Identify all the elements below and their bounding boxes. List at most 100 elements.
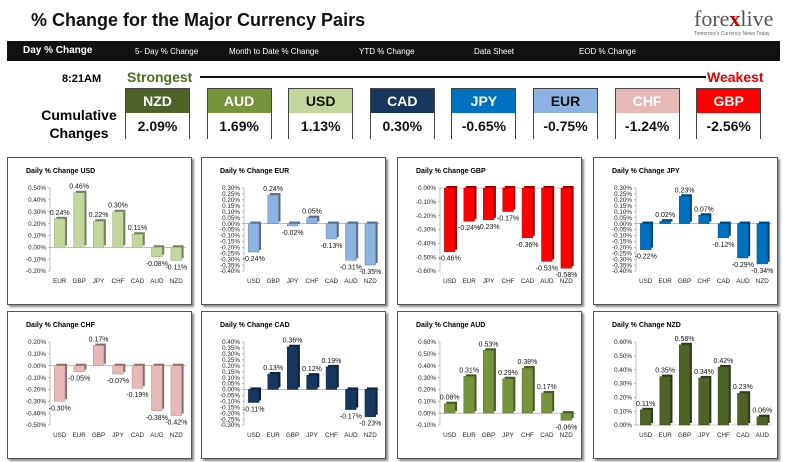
data-label: -0.42% xyxy=(165,420,187,427)
currency-box-jpy: JPY -0.65% xyxy=(451,88,517,139)
y-tick-label: 0.00% xyxy=(418,185,436,192)
y-tick-label: -0.10% xyxy=(416,422,436,429)
bar xyxy=(92,345,105,366)
bar xyxy=(659,376,671,426)
currency-value: 0.30% xyxy=(370,113,434,139)
data-label: 0.29% xyxy=(498,370,518,377)
x-tick-label: USD xyxy=(639,278,653,285)
x-tick-label: GBP xyxy=(72,278,85,285)
page-title: % Change for the Major Currency Pairs xyxy=(31,10,366,30)
strongest-label: Strongest xyxy=(127,69,193,85)
bar xyxy=(112,211,124,248)
x-tick-label: NZD xyxy=(170,278,183,285)
x-tick-label: USD xyxy=(443,278,457,285)
bar xyxy=(345,223,357,261)
logo-text-x: x xyxy=(729,6,741,31)
bar-chart: -0.40%-0.35%-0.30%-0.25%-0.20%-0.15%-0.1… xyxy=(612,185,773,285)
currency-value: -2.56% xyxy=(697,113,761,139)
y-tick-label: 0.00% xyxy=(418,410,436,417)
tab-eod-change[interactable]: EOD % Change xyxy=(579,47,636,56)
nav-bar: Day % Change 5- Day % Change Month to Da… xyxy=(7,41,780,61)
x-tick-label: AUD xyxy=(150,432,164,439)
data-label: 0.05% xyxy=(302,209,322,216)
x-tick-label: GBP xyxy=(678,432,691,439)
currency-box-gbp: GBP -2.56% xyxy=(696,88,762,139)
y-tick-label: 0.20% xyxy=(222,197,240,204)
y-tick-label: -0.30% xyxy=(220,256,240,263)
y-tick-label: -0.35% xyxy=(220,262,240,269)
x-tick-label: CAD xyxy=(717,278,731,285)
data-label: 0.13% xyxy=(263,365,283,372)
x-tick-label: JPY xyxy=(483,278,495,285)
data-label: -0.02% xyxy=(281,230,303,237)
y-tick-label: 0.60% xyxy=(418,339,436,346)
bar xyxy=(463,376,475,414)
bar-chart: 0.00% 0.10% 0.20% 0.30% 0.40% 0.50% 0.60% 0.11%… xyxy=(614,336,772,439)
tab-day-change[interactable]: Day % Change xyxy=(23,45,93,56)
tab-ytd-change[interactable]: YTD % Change xyxy=(359,47,415,56)
bar xyxy=(756,416,768,426)
y-tick-label: 0.25% xyxy=(222,357,240,364)
y-tick-label: 0.30% xyxy=(614,381,632,388)
data-label: 0.22% xyxy=(89,212,109,219)
bar xyxy=(248,389,260,403)
currency-value: 1.69% xyxy=(207,113,271,139)
y-tick-label: -0.10% xyxy=(416,199,436,206)
x-tick-label: CHF xyxy=(502,278,515,285)
data-label: -0.11% xyxy=(243,406,265,413)
data-label: 0.46% xyxy=(69,184,89,191)
currency-name: CAD xyxy=(370,89,434,113)
timestamp: 8:21AM xyxy=(62,73,102,85)
tab-month-to-date[interactable]: Month to Date % Change xyxy=(229,47,319,56)
y-tick-label: -0.05% xyxy=(220,227,240,234)
bar xyxy=(541,392,553,414)
bar xyxy=(170,247,182,261)
data-label: 0.12% xyxy=(302,366,322,373)
y-tick-label: 0.00% xyxy=(614,422,632,429)
y-tick-label: 0.40% xyxy=(222,339,240,346)
bar xyxy=(112,365,124,375)
y-tick-label: 0.30% xyxy=(614,185,632,192)
x-tick-label: USD xyxy=(639,432,653,439)
currency-name: JPY xyxy=(452,89,516,113)
bar xyxy=(444,187,456,252)
y-tick-label: 0.20% xyxy=(614,395,632,402)
y-tick-label: -0.20% xyxy=(220,410,240,417)
tab-5day-change[interactable]: 5- Day % Change xyxy=(135,47,199,56)
y-tick-label: -0.30% xyxy=(612,256,632,263)
y-tick-label: 0.00% xyxy=(222,221,240,228)
bar xyxy=(737,392,749,426)
x-tick-label: JPY xyxy=(112,432,124,439)
bar xyxy=(92,220,105,248)
bar xyxy=(364,389,376,417)
chart-title: Daily % Change GBP xyxy=(416,168,486,175)
bar-chart: -0.20% -0.10% 0.00% 0.10% 0.20% 0.30% 0.40% 0.5… xyxy=(26,184,187,285)
bar xyxy=(286,223,299,227)
y-tick-label: 0.05% xyxy=(222,215,240,222)
bar xyxy=(482,350,495,414)
data-label: 0.06% xyxy=(752,408,772,415)
bar xyxy=(364,223,376,266)
x-tick-label: EUR xyxy=(462,278,476,285)
x-tick-label: CAD xyxy=(540,432,554,439)
bar-side xyxy=(661,219,673,222)
bar xyxy=(482,187,495,221)
y-tick-label: -0.05% xyxy=(220,393,240,400)
bar xyxy=(678,344,691,426)
y-tick-label: 0.10% xyxy=(28,233,46,240)
y-tick-label: 0.00% xyxy=(222,387,240,394)
x-tick-label: JPY xyxy=(93,278,105,285)
data-label: -0.24% xyxy=(243,256,265,263)
y-tick-label: 0.40% xyxy=(28,197,46,204)
currency-name: GBP xyxy=(697,89,761,113)
y-tick-label: 0.10% xyxy=(28,351,46,358)
bar xyxy=(131,233,144,248)
bar xyxy=(640,409,652,426)
x-tick-label: USD xyxy=(247,278,261,285)
data-label: 0.58% xyxy=(675,336,695,343)
x-tick-label: CAD xyxy=(131,432,145,439)
bar-chart: -0.30%-0.25%-0.20%-0.15%-0.10%-0.05%0.00… xyxy=(220,338,381,439)
forexlive-logo[interactable]: forexlive Tomorrow's Currency News Today xyxy=(694,6,773,37)
chart-panel-8: Daily % Change NZD 0.00% 0.10% 0.20% 0.30% 0.… xyxy=(593,311,778,459)
tab-data-sheet[interactable]: Data Sheet xyxy=(474,47,515,56)
